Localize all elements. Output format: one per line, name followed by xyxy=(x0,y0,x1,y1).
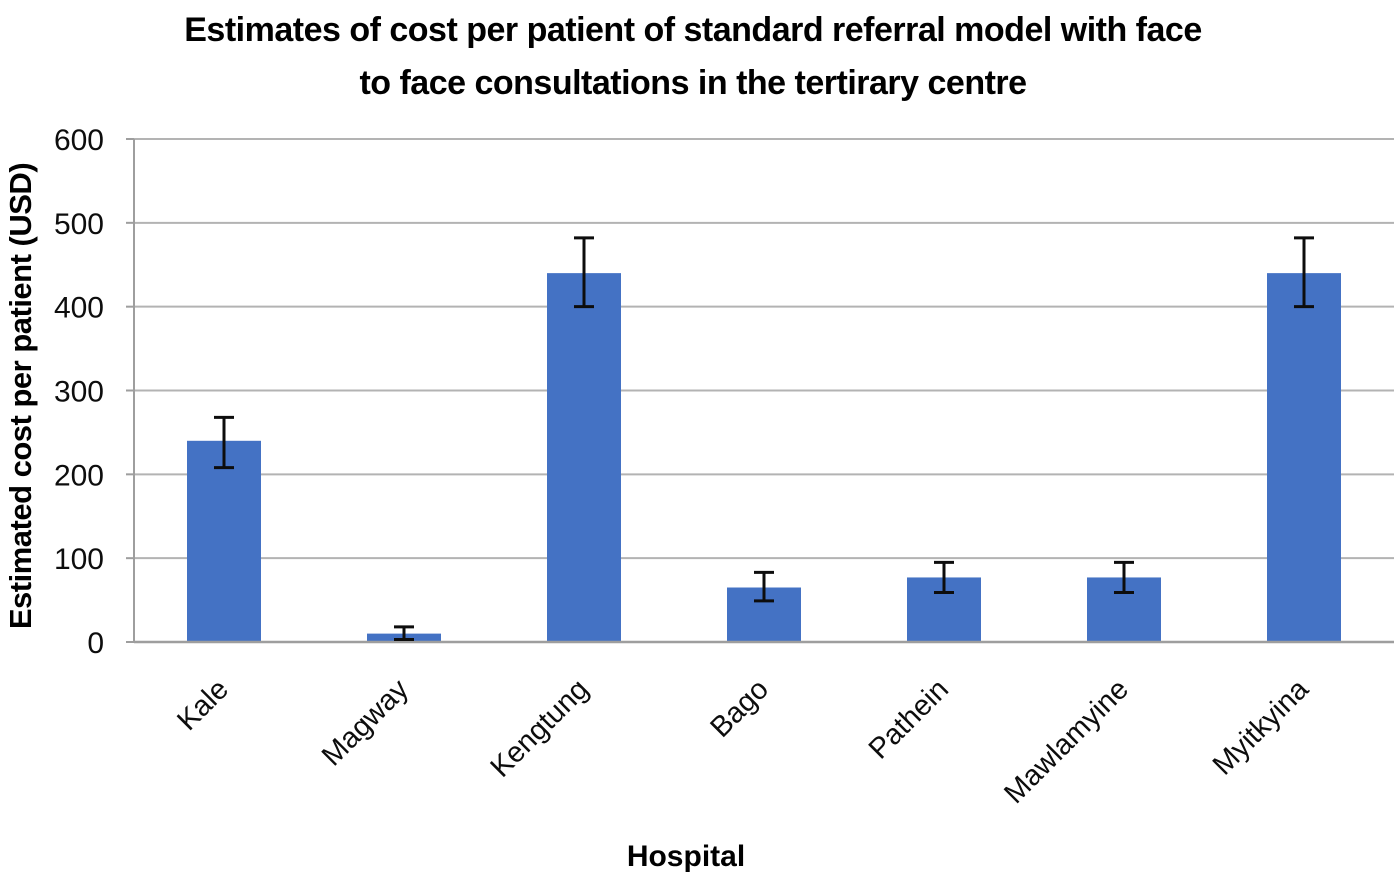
x-category-label-pathein: Pathein xyxy=(863,673,955,765)
y-tick-label-100: 100 xyxy=(54,543,104,576)
x-axis-title: Hospital xyxy=(626,840,746,873)
x-category-label-kengtung: Kengtung xyxy=(485,673,595,783)
y-tick-label-0: 0 xyxy=(87,627,104,660)
bar-kale xyxy=(187,440,261,642)
bar-kengtung xyxy=(547,273,621,642)
bar-myitkyina xyxy=(1267,273,1341,642)
chart-title-line1: Estimates of cost per patient of standar… xyxy=(184,11,1202,49)
x-category-label-magway: Magway xyxy=(316,673,415,772)
x-category-label-mawlamyine: Mawlamyine xyxy=(998,673,1135,810)
x-category-label-bago: Bago xyxy=(704,673,775,744)
y-tick-label-600: 600 xyxy=(54,124,104,157)
y-tick-label-200: 200 xyxy=(54,459,104,492)
chart-title-line2: to face consultations in the tertirary c… xyxy=(359,64,1027,102)
chart-title: Estimates of cost per patient of standar… xyxy=(0,4,1386,110)
x-category-label-myitkyina: Myitkyina xyxy=(1207,673,1316,782)
y-tick-label-400: 400 xyxy=(54,292,104,325)
y-tick-label-500: 500 xyxy=(54,208,104,241)
y-tick-label-300: 300 xyxy=(54,376,104,409)
x-category-label-kale: Kale xyxy=(171,673,235,737)
